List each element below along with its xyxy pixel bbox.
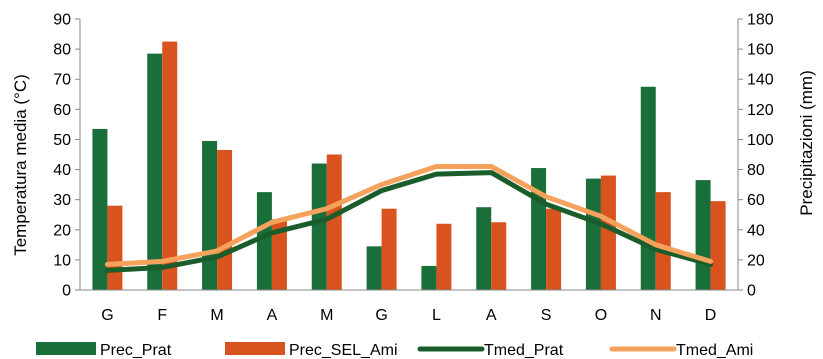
bar-prec-sel-ami [546, 208, 562, 290]
legend-label-tmed-prat: Tmed_Prat [484, 342, 564, 359]
bar-prec-sel-ami [710, 201, 726, 290]
right-tick-label: 140 [747, 72, 774, 89]
left-tick-label: 40 [53, 162, 71, 179]
bar-prec-prat [311, 163, 327, 290]
bar-series-group [92, 41, 726, 291]
right-tick-label: 120 [747, 102, 774, 119]
bar-prec-prat [640, 86, 656, 290]
bar-prec-prat [421, 265, 437, 290]
legend-swatch-prec-sel-ami [225, 342, 285, 355]
left-tick-label: 10 [53, 252, 71, 269]
x-tick-label: M [210, 307, 223, 324]
right-tick-label: 0 [747, 283, 756, 300]
right-tick-label: 60 [747, 192, 765, 209]
left-tick-label: 60 [53, 102, 71, 119]
right-tick-label: 80 [747, 162, 765, 179]
left-tick-label: 20 [53, 222, 71, 239]
bar-prec-sel-ami [271, 219, 287, 290]
legend-label-prec-prat: Prec_Prat [100, 342, 172, 359]
left-axis-ticks: 0 10 20 30 40 50 60 70 80 90 [53, 12, 80, 300]
left-tick-label: 30 [53, 192, 71, 209]
bar-prec-prat [92, 128, 108, 290]
bar-prec-prat [695, 180, 711, 290]
left-tick-label: 0 [62, 283, 71, 300]
bar-prec-prat [147, 53, 163, 290]
x-tick-label: M [320, 307, 333, 324]
bar-prec-prat [476, 207, 492, 290]
right-tick-label: 20 [747, 252, 765, 269]
bar-prec-sel-ami [217, 149, 233, 290]
legend: Prec_Prat Prec_SEL_Ami Tmed_Prat Tmed_Ami [36, 342, 753, 359]
bar-prec-sel-ami [655, 192, 671, 290]
legend-label-prec-sel-ami: Prec_SEL_Ami [289, 342, 398, 359]
axes-group [79, 19, 739, 291]
right-tick-label: 180 [747, 12, 774, 29]
x-tick-label: F [157, 307, 167, 324]
x-tick-label: G [375, 307, 387, 324]
line-series-group [104, 164, 714, 273]
left-tick-label: 70 [53, 72, 71, 89]
bar-prec-sel-ami [326, 154, 342, 290]
left-tick-label: 90 [53, 12, 71, 29]
x-tick-label: N [650, 307, 662, 324]
legend-swatch-prec-prat [36, 342, 96, 355]
bar-prec-prat [585, 178, 601, 290]
x-tick-label: L [432, 307, 441, 324]
right-tick-label: 40 [747, 222, 765, 239]
bar-prec-sel-ami [600, 175, 616, 290]
bar-prec-sel-ami [381, 208, 397, 290]
bar-prec-prat [531, 168, 547, 290]
x-tick-label: D [705, 307, 717, 324]
x-tick-label: G [101, 307, 113, 324]
x-tick-label: O [595, 307, 607, 324]
bar-prec-sel-ami [162, 41, 178, 291]
left-axis-title: Temperatura media (°C) [11, 74, 30, 256]
bar-prec-sel-ami [491, 222, 507, 290]
bar-prec-prat [256, 192, 272, 290]
left-tick-label: 50 [53, 132, 71, 149]
x-tick-label: A [267, 307, 278, 324]
right-tick-label: 160 [747, 42, 774, 59]
bar-prec-prat [366, 246, 382, 290]
right-axis-ticks: 0 20 40 60 80 100 120 140 160 180 [738, 12, 774, 300]
line-tmed-ami [104, 164, 714, 267]
x-tick-label: S [541, 307, 552, 324]
line-tmed-prat [104, 170, 714, 273]
bar-prec-sel-ami [436, 223, 452, 290]
right-axis-title: Precipitazioni (mm) [797, 70, 816, 215]
bar-prec-prat [202, 140, 218, 290]
left-tick-label: 80 [53, 42, 71, 59]
right-tick-label: 100 [747, 132, 774, 149]
legend-label-tmed-ami: Tmed_Ami [676, 342, 753, 359]
bar-prec-sel-ami [107, 205, 123, 290]
x-tick-label: A [486, 307, 497, 324]
